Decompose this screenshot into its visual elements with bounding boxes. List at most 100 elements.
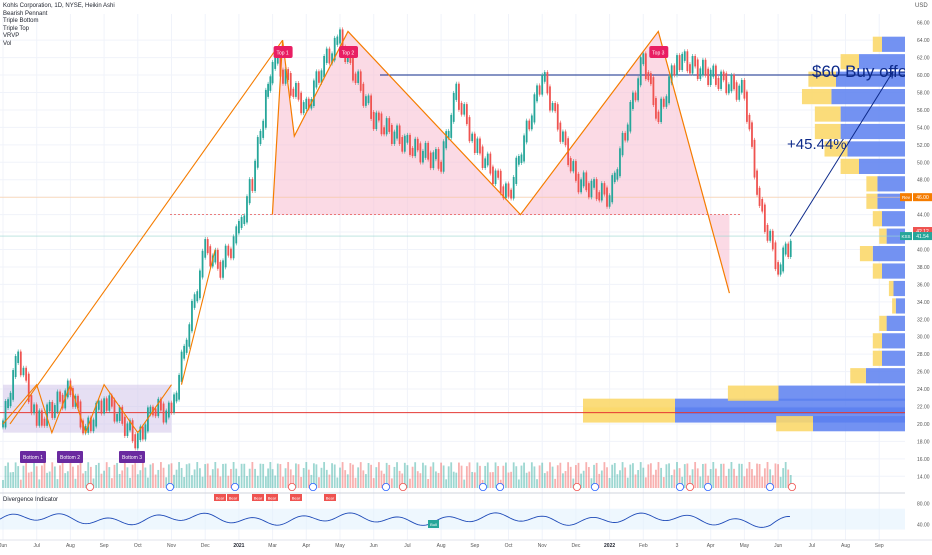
candle (458, 83, 460, 110)
volume-profile-bar (877, 193, 905, 209)
candle (141, 426, 144, 440)
volume-bar (40, 465, 43, 488)
buy-offer-label: $60 Buy offer (812, 62, 913, 81)
candle (175, 392, 178, 402)
candle (222, 260, 224, 278)
candle (100, 400, 103, 414)
volume-bar (634, 474, 637, 488)
top-badge (273, 46, 293, 58)
volume-bar (639, 462, 642, 488)
volume-bar (777, 464, 779, 488)
volume-bar (414, 462, 417, 488)
volume-bar (84, 470, 87, 488)
volume-bar (753, 475, 756, 488)
volume-bar (756, 463, 758, 488)
candle (14, 356, 17, 378)
candle (416, 138, 419, 151)
volume-bar (458, 462, 460, 488)
volume-profile-bar (831, 89, 905, 105)
volume-bar (497, 466, 500, 488)
volume-bar (25, 462, 28, 488)
candle (383, 127, 385, 135)
volume-bar (315, 464, 318, 488)
candle (611, 175, 614, 203)
volume-profile-bar-up (814, 123, 841, 140)
symbol-title[interactable]: Kohls Corporation, 1D, NYSE, Heikin Ashi (3, 3, 115, 9)
volume-bar (569, 466, 572, 488)
candle (118, 406, 121, 421)
y-tick-label: 18.00 (917, 439, 930, 445)
candle (525, 120, 528, 143)
volume-bar (590, 478, 593, 488)
volume-bar (720, 463, 722, 488)
candle (769, 230, 772, 241)
x-tick-label: Aug (841, 543, 850, 549)
volume-bar (341, 462, 344, 488)
volume-bar (435, 471, 437, 488)
volume-bar (562, 473, 564, 488)
volume-bar (173, 474, 175, 488)
volume-bar (9, 472, 12, 488)
volume-bar (12, 472, 15, 488)
volume-bar (463, 479, 466, 488)
candle (523, 135, 525, 162)
volume-bar (442, 465, 445, 488)
indicator-vol[interactable]: Vol (3, 40, 12, 47)
candle (575, 161, 577, 181)
indicator-bearish-pennant[interactable]: Bearish Pennant (3, 10, 48, 17)
candle (763, 204, 766, 232)
volume-bar (621, 462, 624, 488)
volume-bar (162, 467, 165, 488)
volume-bar (580, 473, 582, 488)
candle (626, 124, 629, 141)
volume-bar (585, 462, 588, 488)
volume-bar (310, 474, 313, 488)
volume-bar (61, 462, 64, 488)
indicator-vrvp[interactable]: VRVP (3, 33, 20, 40)
candle (35, 404, 38, 426)
indicator-triple-top[interactable]: Triple Top (3, 25, 30, 32)
price-tag-bg (913, 193, 932, 202)
volume-bar (543, 473, 546, 488)
oscillator-title[interactable]: Divergence Indicator (3, 497, 59, 503)
candle (681, 53, 684, 71)
candle (616, 169, 619, 180)
candle (699, 68, 702, 80)
candle (216, 249, 219, 269)
candle (219, 261, 222, 278)
y-tick-label: 50.00 (917, 160, 930, 166)
volume-bar (87, 462, 90, 488)
candle (554, 103, 557, 112)
volume-bar (333, 464, 336, 488)
candle (546, 72, 549, 94)
candle (481, 146, 484, 169)
indicator-triple-bottom[interactable]: Triple Bottom (3, 18, 39, 25)
volume-bar (59, 465, 61, 488)
candle (530, 115, 533, 130)
candle (230, 248, 232, 259)
volume-bar (440, 462, 442, 488)
x-tick-label: Jun (774, 543, 782, 549)
candle (411, 147, 414, 157)
bear-badge (214, 494, 226, 501)
volume-profile-bar-up (872, 211, 882, 227)
candle (733, 74, 735, 90)
candle (240, 217, 243, 228)
volume-bar (455, 472, 458, 488)
volume-bar (611, 464, 614, 488)
candle (492, 166, 494, 185)
candle (709, 69, 712, 86)
candle (689, 64, 691, 74)
volume-bar (30, 471, 33, 488)
volume-bar (486, 462, 489, 488)
volume-bar (154, 474, 157, 488)
candle (577, 173, 580, 193)
candle (51, 401, 54, 418)
volume-bar (92, 478, 95, 488)
volume-bar (626, 477, 629, 488)
price-tag-label-bg (900, 232, 912, 241)
x-tick-label: Mar (268, 543, 277, 549)
candle (580, 179, 582, 193)
volume-bar (2, 480, 4, 488)
